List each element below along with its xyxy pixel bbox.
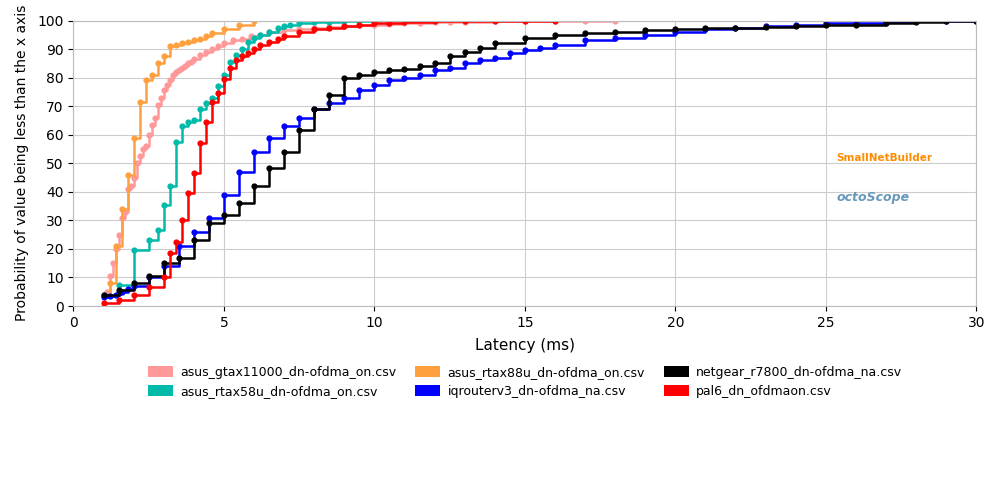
Legend: asus_gtax11000_dn-ofdma_on.csv, asus_rtax58u_dn-ofdma_on.csv, asus_rtax88u_dn-of: asus_gtax11000_dn-ofdma_on.csv, asus_rta…	[143, 361, 907, 403]
Text: octoScope: octoScope	[836, 191, 909, 204]
X-axis label: Latency (ms): Latency (ms)	[475, 338, 575, 353]
Y-axis label: Probability of value being less than the x axis: Probability of value being less than the…	[15, 5, 29, 322]
Text: SmallNetBuilder: SmallNetBuilder	[836, 152, 932, 162]
